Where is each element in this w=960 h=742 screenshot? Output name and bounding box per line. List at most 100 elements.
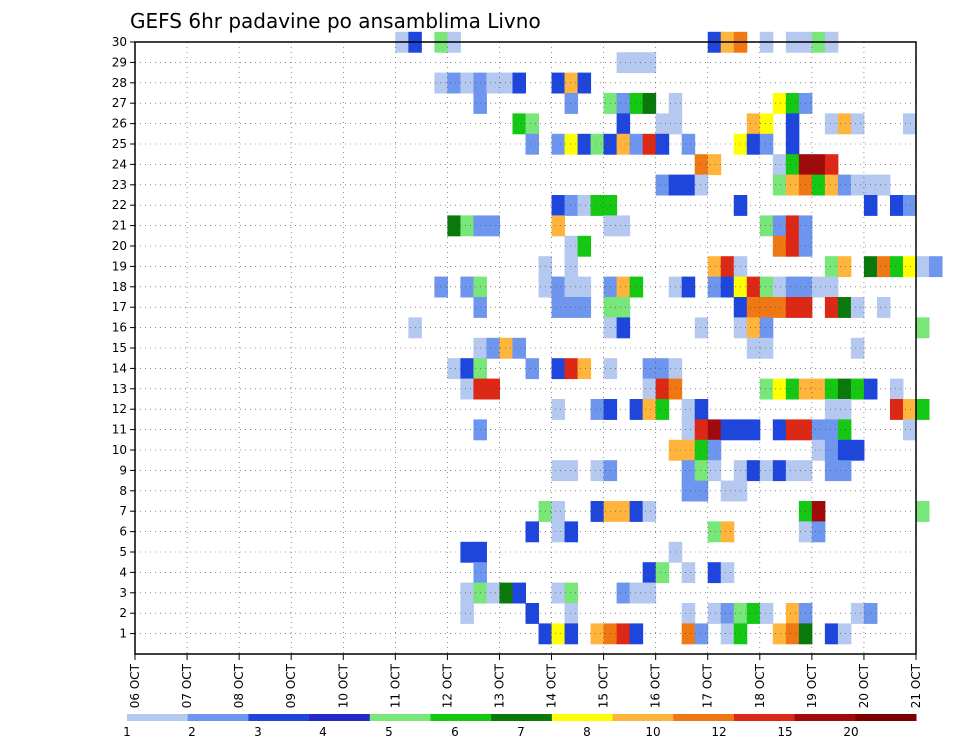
heatmap-cell bbox=[694, 439, 709, 461]
heatmap-cell bbox=[785, 215, 800, 237]
x-tick-label: 19 OCT bbox=[805, 663, 819, 708]
heatmap-cell bbox=[759, 378, 774, 400]
heatmap-cell bbox=[564, 460, 579, 482]
legend-swatch bbox=[673, 714, 735, 721]
heatmap-cell bbox=[746, 460, 761, 482]
heatmap-cell bbox=[746, 419, 761, 441]
heatmap-cell bbox=[785, 603, 800, 624]
heatmap-cell bbox=[512, 337, 526, 359]
heatmap-cell bbox=[564, 603, 579, 624]
heatmap-cell bbox=[512, 113, 526, 135]
heatmap-cell bbox=[785, 378, 800, 400]
heatmap-cell bbox=[759, 460, 774, 482]
heatmap-cell bbox=[525, 133, 540, 155]
heatmap-cell bbox=[707, 276, 722, 298]
heatmap-cell bbox=[759, 317, 774, 339]
y-tick-label: 12 bbox=[112, 402, 127, 416]
legend-swatch bbox=[794, 714, 856, 721]
heatmap-cell bbox=[889, 399, 904, 420]
heatmap-cell bbox=[785, 276, 800, 298]
heatmap-cell bbox=[590, 133, 605, 155]
legend-label: 6 bbox=[451, 725, 459, 739]
heatmap-cell bbox=[564, 93, 579, 114]
x-tick-label: 18 OCT bbox=[753, 663, 767, 708]
heatmap-cell bbox=[681, 562, 696, 584]
heatmap-cell bbox=[850, 337, 865, 359]
heatmap-cell bbox=[655, 358, 670, 380]
heatmap-cell bbox=[837, 439, 852, 461]
heatmap-cell bbox=[811, 439, 826, 461]
heatmap-cell bbox=[629, 399, 644, 420]
heatmap-cell bbox=[564, 521, 579, 543]
legend-label: 3 bbox=[254, 725, 262, 739]
heatmap-cell bbox=[577, 72, 592, 94]
y-tick-label: 21 bbox=[112, 219, 127, 233]
heatmap-cell bbox=[616, 93, 631, 114]
heatmap-cell bbox=[564, 276, 579, 298]
heatmap-cell bbox=[564, 256, 579, 278]
heatmap-cell bbox=[746, 337, 761, 359]
heatmap-cell bbox=[642, 358, 657, 380]
heatmap-cell bbox=[850, 113, 865, 135]
heatmap-cell bbox=[889, 378, 904, 400]
x-tick-label: 10 OCT bbox=[336, 663, 350, 708]
heatmap-cell bbox=[694, 460, 709, 482]
heatmap-cell bbox=[512, 582, 526, 604]
y-axis-ticks: 1234567891011121314151617181920212223242… bbox=[112, 35, 135, 641]
heatmap-cell bbox=[655, 174, 670, 196]
heatmap-cell bbox=[785, 174, 800, 196]
legend-label: 10 bbox=[645, 725, 660, 739]
heatmap-cell bbox=[525, 521, 540, 543]
chart-title: GEFS 6hr padavine po ansamblima Livno bbox=[130, 9, 541, 33]
heatmap-cell bbox=[916, 501, 930, 522]
heatmap-cell bbox=[824, 399, 839, 420]
heatmap-cell bbox=[707, 460, 722, 482]
legend-swatch bbox=[733, 714, 796, 721]
heatmap-cell bbox=[824, 378, 839, 400]
heatmap-cell bbox=[460, 582, 474, 604]
legend-label: 20 bbox=[843, 725, 858, 739]
heatmap-cell bbox=[447, 72, 461, 94]
legend-label: 2 bbox=[188, 725, 196, 739]
heatmap-cell bbox=[460, 358, 474, 380]
heatmap-cell bbox=[850, 174, 865, 196]
heatmap-cell bbox=[447, 358, 461, 380]
heatmap-cell bbox=[902, 419, 917, 441]
heatmap-cell bbox=[551, 297, 566, 318]
heatmap-cell bbox=[616, 501, 631, 522]
heatmap-cells bbox=[395, 31, 943, 645]
heatmap-cell bbox=[902, 256, 917, 278]
heatmap-cell bbox=[720, 276, 735, 298]
y-tick-label: 27 bbox=[112, 96, 127, 110]
y-tick-label: 13 bbox=[112, 382, 127, 396]
heatmap-cell bbox=[577, 235, 592, 257]
heatmap-cell bbox=[681, 174, 696, 196]
heatmap-cell bbox=[616, 215, 631, 237]
y-tick-label: 10 bbox=[112, 443, 127, 457]
heatmap-cell bbox=[824, 276, 839, 298]
heatmap-cell bbox=[824, 174, 839, 196]
heatmap-cell bbox=[916, 317, 930, 339]
heatmap-cell bbox=[642, 133, 657, 155]
heatmap-cell bbox=[772, 235, 787, 257]
heatmap-cell bbox=[564, 297, 579, 318]
heatmap-cell bbox=[929, 256, 943, 278]
y-tick-label: 4 bbox=[119, 565, 127, 579]
heatmap-cell bbox=[642, 399, 657, 420]
y-tick-label: 3 bbox=[119, 586, 127, 600]
y-tick-label: 16 bbox=[112, 321, 127, 335]
heatmap-cell bbox=[707, 419, 722, 441]
heatmap-cell bbox=[824, 297, 839, 318]
heatmap-cell bbox=[811, 419, 826, 441]
heatmap-cell bbox=[916, 256, 930, 278]
legend-swatch bbox=[369, 714, 431, 721]
x-tick-label: 09 OCT bbox=[284, 663, 298, 708]
heatmap-cell bbox=[616, 623, 631, 645]
heatmap-cell bbox=[655, 399, 670, 420]
heatmap-cell bbox=[486, 582, 500, 604]
legend-swatch bbox=[309, 714, 371, 721]
heatmap-cell bbox=[460, 276, 474, 298]
heatmap-cell bbox=[564, 195, 579, 216]
heatmap-cell bbox=[720, 603, 735, 624]
heatmap-cell bbox=[811, 154, 826, 176]
